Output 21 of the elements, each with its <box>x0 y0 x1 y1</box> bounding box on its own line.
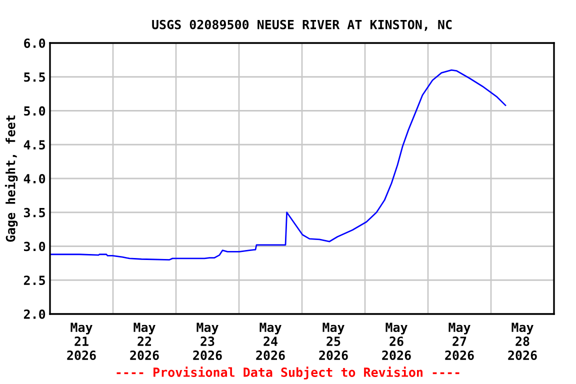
x-tick-label: May 28 2026 <box>508 322 537 360</box>
x-tick-label: May 25 2026 <box>319 322 348 360</box>
y-tick-label: 6.0 <box>24 38 46 48</box>
y-tick-label: 3.0 <box>24 242 46 252</box>
y-tick-label: 2.5 <box>24 276 45 286</box>
x-tick-label: May 24 2026 <box>256 322 285 360</box>
y-axis-title: Gage height, feet <box>4 116 18 242</box>
y-tick-label: 5.5 <box>24 72 45 82</box>
y-tick-label: 3.5 <box>24 208 45 218</box>
line-series <box>50 69 506 260</box>
y-tick-label: 4.5 <box>24 140 45 150</box>
text: ---- Provisional Data Subject to Revision ---- <box>116 366 460 380</box>
x-tick-label: May 21 2026 <box>67 322 96 360</box>
x-tick-label: May 22 2026 <box>130 322 159 360</box>
x-tick-label: May 26 2026 <box>382 322 411 360</box>
y-tick-label: 2.0 <box>24 309 46 319</box>
y-tick-label: 5.0 <box>24 106 46 116</box>
chart-title: USGS 02089500 NEUSE RIVER AT KINSTON, NC <box>152 20 452 31</box>
x-tick-label: May 27 2026 <box>445 322 474 360</box>
y-tick-label: 4.0 <box>24 174 46 184</box>
x-tick-label: May 23 2026 <box>193 322 222 360</box>
